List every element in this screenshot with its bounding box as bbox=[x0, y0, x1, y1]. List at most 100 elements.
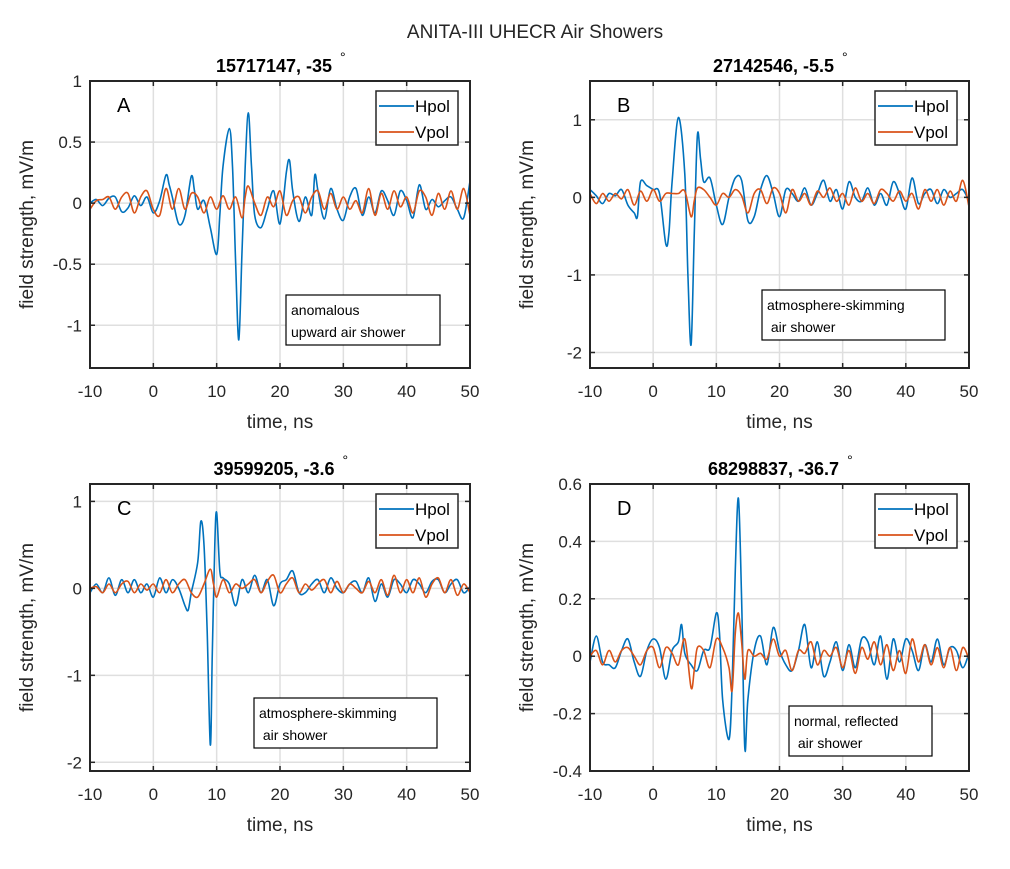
y-tick-label: 0 bbox=[573, 188, 582, 207]
y-tick-label: -2 bbox=[567, 343, 582, 362]
y-tick-label: 0 bbox=[73, 579, 82, 598]
x-tick-label: 50 bbox=[461, 785, 480, 804]
x-tick-label: -10 bbox=[578, 382, 603, 401]
annotation-box bbox=[788, 705, 933, 757]
annotation-line: air shower bbox=[259, 727, 328, 743]
x-tick-label: 30 bbox=[833, 382, 852, 401]
y-tick-label: 0 bbox=[73, 194, 82, 213]
annotation-box bbox=[253, 697, 438, 749]
y-tick-label: 0.4 bbox=[558, 532, 582, 551]
y-tick-label: -0.5 bbox=[53, 255, 82, 274]
x-tick-label: -10 bbox=[578, 785, 603, 804]
annotation-line: atmosphere-skimming bbox=[259, 705, 397, 721]
panel-title: 27142546, -5.5 bbox=[713, 56, 834, 76]
x-tick-label: 40 bbox=[896, 382, 915, 401]
legend-box bbox=[375, 90, 459, 146]
x-tick-label: 30 bbox=[334, 785, 353, 804]
x-tick-label: 10 bbox=[707, 382, 726, 401]
legend-label-hpol: Hpol bbox=[914, 97, 949, 116]
y-tick-label: -1 bbox=[567, 266, 582, 285]
x-tick-label: 40 bbox=[896, 785, 915, 804]
degree-symbol: ° bbox=[847, 452, 853, 468]
annotation-line: upward air shower bbox=[291, 324, 406, 340]
y-tick-label: 1 bbox=[73, 492, 82, 511]
legend-label-vpol: Vpol bbox=[914, 123, 948, 142]
legend: Hpol Vpol bbox=[375, 493, 459, 549]
x-tick-label: 50 bbox=[960, 382, 979, 401]
x-axis-label: time, ns bbox=[746, 815, 813, 836]
panel-letter: C bbox=[117, 498, 131, 520]
x-tick-label: 40 bbox=[397, 785, 416, 804]
legend: Hpol Vpol bbox=[874, 90, 958, 146]
x-tick-label: -10 bbox=[78, 785, 103, 804]
y-tick-label: -2 bbox=[67, 753, 82, 772]
y-axis-label: field strength, mV/m bbox=[17, 140, 38, 309]
figure-title: ANITA-III UHECR Air Showers bbox=[407, 22, 663, 43]
y-tick-label: 1 bbox=[573, 111, 582, 130]
panel-d: -10 0 10 20 30 40 50 -0.4 -0.2 0 0.2 0.4 0.6 time, ns… bbox=[517, 452, 978, 836]
x-tick-label: 0 bbox=[149, 382, 158, 401]
annotation-line: anomalous bbox=[291, 302, 360, 318]
degree-symbol: ° bbox=[340, 49, 346, 65]
legend: Hpol Vpol bbox=[874, 493, 958, 549]
annotation: atmosphere-skimming air shower bbox=[761, 289, 946, 341]
series-line-hpol bbox=[90, 511, 470, 746]
x-tick-label: 0 bbox=[648, 382, 657, 401]
degree-symbol: ° bbox=[343, 452, 349, 468]
panel-title: 68298837, -36.7 bbox=[708, 459, 839, 479]
legend-label-hpol: Hpol bbox=[415, 97, 450, 116]
x-tick-label: 20 bbox=[770, 382, 789, 401]
panel-a: -10 0 10 20 30 40 50 -1 -0.5 0 0.5 1 time, ns field s… bbox=[17, 49, 479, 433]
x-tick-label: 0 bbox=[648, 785, 657, 804]
series-line-vpol bbox=[590, 612, 969, 693]
series-line-hpol bbox=[90, 112, 470, 341]
y-tick-label: 0.5 bbox=[58, 133, 82, 152]
annotation-line: atmosphere-skimming bbox=[767, 297, 905, 313]
x-tick-label: 20 bbox=[770, 785, 789, 804]
legend: Hpol Vpol bbox=[375, 90, 459, 146]
series-line-vpol bbox=[90, 185, 470, 219]
y-tick-label: 0.2 bbox=[558, 590, 582, 609]
degree-symbol: ° bbox=[842, 49, 848, 65]
legend-label-hpol: Hpol bbox=[415, 500, 450, 519]
x-tick-label: 10 bbox=[707, 785, 726, 804]
y-tick-label: -1 bbox=[67, 666, 82, 685]
y-tick-label: -1 bbox=[67, 316, 82, 335]
annotation-box bbox=[761, 289, 946, 341]
x-tick-label: 20 bbox=[271, 382, 290, 401]
x-tick-label: 10 bbox=[207, 785, 226, 804]
y-tick-label: 1 bbox=[73, 72, 82, 91]
x-tick-label: -10 bbox=[78, 382, 103, 401]
x-axis-label: time, ns bbox=[746, 412, 813, 433]
x-axis-label: time, ns bbox=[247, 815, 314, 836]
legend-label-vpol: Vpol bbox=[415, 526, 449, 545]
y-tick-label: 0.6 bbox=[558, 475, 582, 494]
legend-label-vpol: Vpol bbox=[914, 526, 948, 545]
legend-label-vpol: Vpol bbox=[415, 123, 449, 142]
y-tick-label: -0.4 bbox=[553, 762, 582, 781]
panel-title: 15717147, -35 bbox=[216, 56, 332, 76]
annotation-line: air shower bbox=[794, 735, 863, 751]
panel-title: 39599205, -3.6 bbox=[213, 459, 334, 479]
y-axis-label: field strength, mV/m bbox=[517, 140, 538, 309]
y-axis-label: field strength, mV/m bbox=[17, 543, 38, 712]
panel-letter: B bbox=[617, 95, 630, 117]
series-line-vpol bbox=[90, 568, 470, 599]
y-tick-label: 0 bbox=[573, 647, 582, 666]
legend-box bbox=[874, 493, 958, 549]
x-tick-label: 50 bbox=[960, 785, 979, 804]
x-tick-label: 20 bbox=[271, 785, 290, 804]
y-tick-label: -0.2 bbox=[553, 705, 582, 724]
y-axis-label: field strength, mV/m bbox=[517, 543, 538, 712]
legend-box bbox=[874, 90, 958, 146]
x-tick-label: 10 bbox=[207, 382, 226, 401]
series-line-hpol bbox=[590, 497, 969, 752]
x-axis-label: time, ns bbox=[247, 412, 314, 433]
x-tick-label: 50 bbox=[461, 382, 480, 401]
annotation-line: air shower bbox=[767, 319, 836, 335]
x-tick-label: 40 bbox=[397, 382, 416, 401]
legend-box bbox=[375, 493, 459, 549]
